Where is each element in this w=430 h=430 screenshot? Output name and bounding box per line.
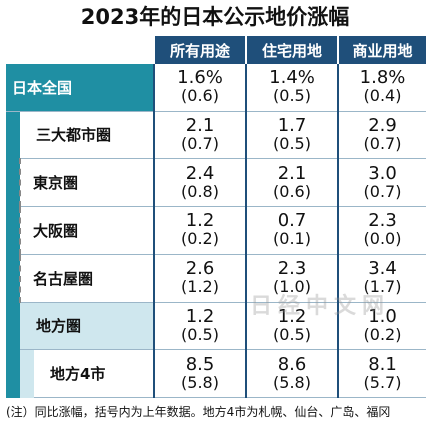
prev-value: (1.0) [273, 277, 311, 297]
value: 2.1 [185, 114, 215, 136]
value: 2.4 [185, 162, 215, 184]
row-label-regional: 地方圏 [20, 302, 155, 351]
prev-value: (0.2) [181, 229, 219, 249]
prev-value: (0.6) [181, 86, 219, 106]
prev-value: (5.8) [181, 372, 219, 392]
value: 2.9 [368, 114, 397, 136]
row-label-national: 日本全国 [6, 64, 155, 112]
table-row: 日本全国 1.6% (0.6) 1.4% (0.5) 1.8% (0.4) [6, 64, 427, 112]
prev-value: (0.1) [273, 229, 311, 249]
value: 1.6% [177, 67, 223, 89]
value: 1.4% [269, 67, 315, 89]
value-cell: 1.4% (0.5) [245, 64, 339, 112]
value: 1.0 [368, 305, 397, 327]
table-row: 三大都市圈 2.1 (0.7) 1.7 (0.5) 2.9 (0.7) [6, 111, 427, 160]
value-cell: 1.8% (0.4) [337, 64, 427, 112]
table-row: 地方4市 8.5 (5.8) 8.6 (5.8) 8.1 (5.7) [6, 349, 427, 398]
column-header-all-uses: 所有用途 [153, 36, 247, 64]
value: 1.2 [277, 305, 307, 327]
value-cell: 1.2 (0.2) [153, 206, 247, 255]
row-label-three-metro: 三大都市圈 [20, 111, 155, 160]
indent-bar [6, 254, 20, 303]
row-label-four-cities: 地方4市 [34, 349, 155, 398]
value-cell: 8.6 (5.8) [245, 349, 339, 398]
value: 8.5 [185, 353, 215, 375]
prev-value: (0.6) [273, 181, 311, 201]
value: 1.8% [359, 67, 406, 89]
value: 8.1 [368, 353, 397, 375]
prev-value: (0.0) [363, 229, 402, 249]
table-row: 東京圏 2.4 (0.8) 2.1 (0.6) 3.0 (0.7) [6, 158, 427, 208]
value-cell: 2.9 (0.7) [337, 111, 427, 160]
row-label-osaka: 大阪圏 [18, 206, 155, 255]
row-label-tokyo: 東京圏 [18, 158, 155, 208]
value: 2.3 [277, 258, 307, 280]
prev-value: (5.7) [363, 372, 402, 392]
value-cell: 8.5 (5.8) [153, 349, 247, 398]
indent-bar [6, 158, 20, 207]
value: 2.6 [185, 258, 215, 280]
value-cell: 2.1 (0.7) [153, 111, 247, 160]
value: 2.3 [368, 210, 397, 232]
value-cell: 2.3 (0.0) [337, 206, 427, 255]
land-price-table: 所有用途 住宅用地 商业用地 日本全国 1.6% (0.6) 1.4% (0.5) … [6, 36, 427, 398]
prev-value: (5.8) [273, 372, 311, 392]
column-header-commercial: 商业用地 [337, 36, 427, 64]
indent-bar-light [20, 349, 34, 398]
prev-value: (0.8) [181, 181, 219, 201]
table-row: 地方圏 1.2 (0.5) 1.2 (0.5) 1.0 (0.2) [6, 302, 427, 351]
value: 1.2 [185, 210, 215, 232]
indent-bar [6, 349, 20, 398]
value: 3.4 [368, 258, 397, 280]
value-cell: 2.3 (1.0) [245, 254, 339, 303]
value-cell: 1.2 (0.5) [153, 302, 247, 351]
value-cell: 1.2 (0.5) [245, 302, 339, 351]
footnote: (注）同比涨幅，括号内为上年数据。地方4市为札幌、仙台、广岛、福冈 [6, 405, 391, 419]
value: 1.2 [185, 305, 215, 327]
value-cell: 1.7 (0.5) [245, 111, 339, 160]
prev-value: (0.7) [181, 133, 219, 153]
prev-value: (0.7) [363, 133, 402, 153]
prev-value: (0.4) [363, 86, 402, 106]
prev-value: (0.5) [273, 324, 311, 344]
value-cell: 3.0 (0.7) [337, 158, 427, 208]
prev-value: (0.7) [363, 181, 402, 201]
value-cell: 2.1 (0.6) [245, 158, 339, 208]
prev-value: (0.5) [273, 133, 311, 153]
indent-bar [6, 111, 20, 159]
value: 3.0 [368, 162, 397, 184]
value-cell: 0.7 (0.1) [245, 206, 339, 255]
indent-bar [6, 206, 20, 255]
corner-cell [6, 36, 155, 64]
column-header-residential: 住宅用地 [245, 36, 339, 64]
indent-bar [6, 302, 20, 350]
value: 1.7 [277, 114, 307, 136]
prev-value: (1.7) [363, 277, 402, 297]
value-cell: 3.4 (1.7) [337, 254, 427, 303]
prev-value: (1.2) [181, 277, 219, 297]
table-row: 大阪圏 1.2 (0.2) 0.7 (0.1) 2.3 (0.0) [6, 206, 427, 255]
prev-value: (0.5) [273, 86, 311, 106]
value: 8.6 [277, 353, 307, 375]
value-cell: 1.0 (0.2) [337, 302, 427, 351]
value-cell: 2.6 (1.2) [153, 254, 247, 303]
row-label-nagoya: 名古屋圏 [18, 254, 155, 303]
chart-title: 2023年的日本公示地价涨幅 [80, 5, 350, 29]
table-row: 名古屋圏 2.6 (1.2) 2.3 (1.0) 3.4 (1.7) [6, 254, 427, 303]
value: 2.1 [277, 162, 307, 184]
value-cell: 2.4 (0.8) [153, 158, 247, 208]
prev-value: (0.5) [181, 324, 219, 344]
prev-value: (0.2) [363, 324, 402, 344]
header-row: 所有用途 住宅用地 商业用地 [6, 36, 427, 64]
value: 0.7 [277, 210, 307, 232]
value-cell: 8.1 (5.7) [337, 349, 427, 398]
value-cell: 1.6% (0.6) [153, 64, 247, 112]
